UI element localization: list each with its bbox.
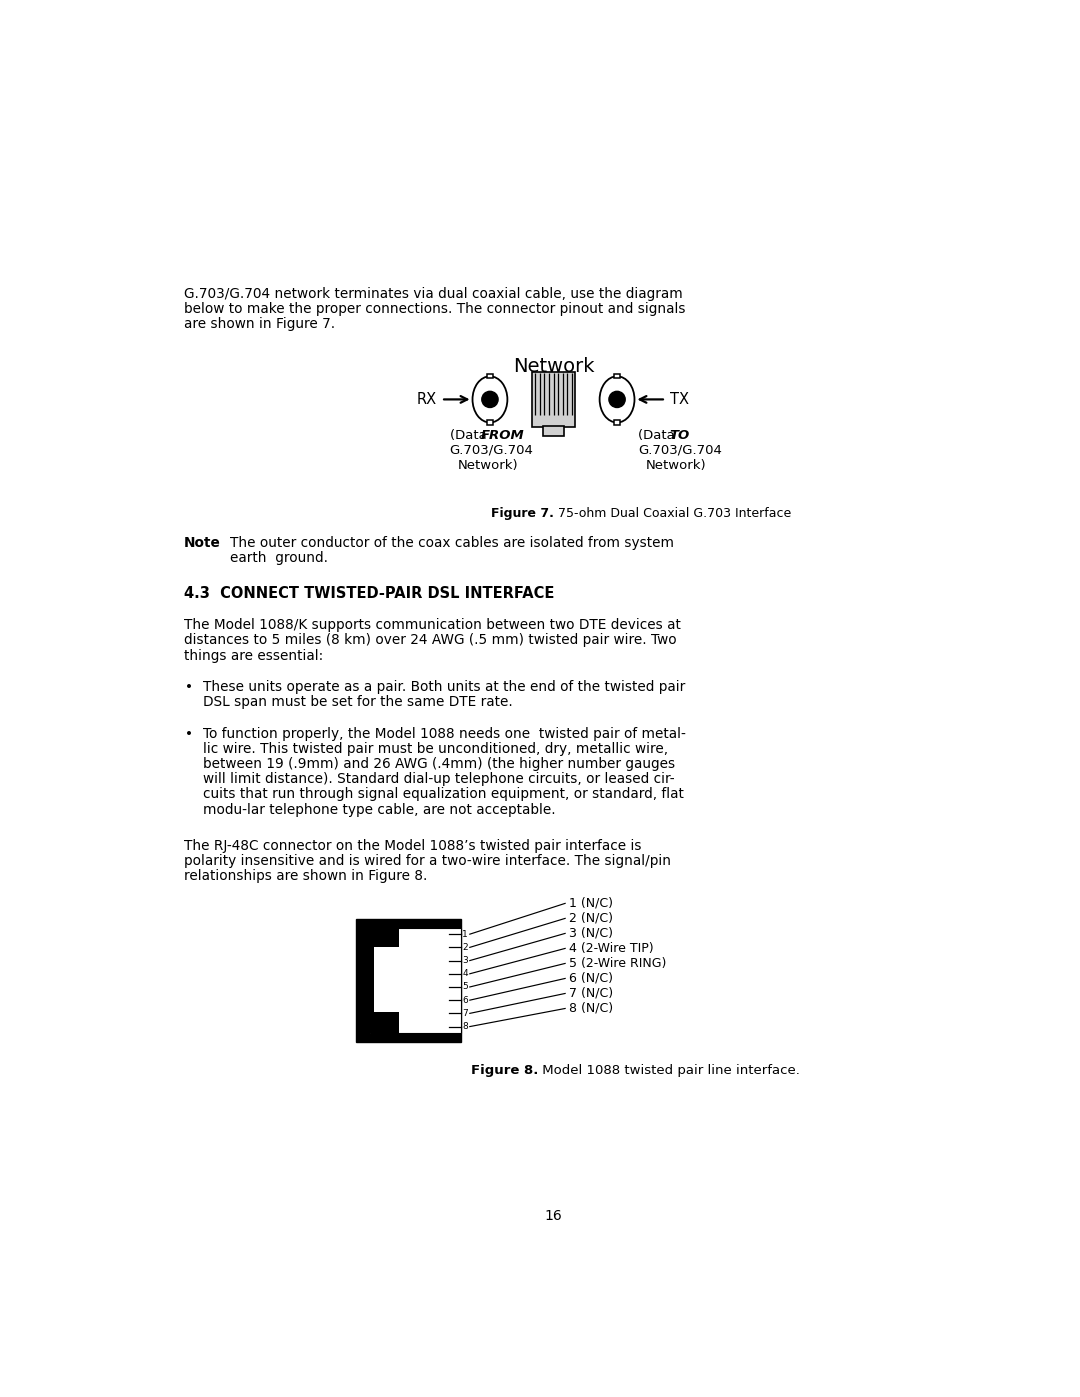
Text: Model 1088 twisted pair line interface.: Model 1088 twisted pair line interface. — [538, 1063, 800, 1077]
Text: G.703/G.704 network terminates via dual coaxial cable, use the diagram: G.703/G.704 network terminates via dual … — [184, 286, 683, 300]
Text: To function properly, the Model 1088 needs one  twisted pair of metal-: To function properly, the Model 1088 nee… — [203, 728, 686, 742]
Text: (Data: (Data — [449, 429, 490, 441]
Text: Network: Network — [513, 358, 594, 376]
Text: 16: 16 — [544, 1208, 563, 1222]
Text: TX: TX — [670, 393, 689, 407]
Text: polarity insensitive and is wired for a two-wire interface. The signal/pin: polarity insensitive and is wired for a … — [184, 854, 671, 868]
Text: below to make the proper connections. The connector pinout and signals: below to make the proper connections. Th… — [184, 302, 686, 316]
Text: 7: 7 — [462, 1009, 469, 1018]
Text: 2: 2 — [462, 943, 468, 951]
Text: Network): Network) — [458, 458, 518, 472]
Text: 1: 1 — [462, 929, 469, 939]
Text: Figure 8.: Figure 8. — [471, 1063, 538, 1077]
Bar — [369, 928, 460, 1032]
Text: 8: 8 — [462, 1023, 469, 1031]
Text: G.703/G.704: G.703/G.704 — [449, 444, 534, 457]
Text: TO: TO — [669, 429, 689, 441]
Text: will limit distance). Standard dial-up telephone circuits, or leased cir-: will limit distance). Standard dial-up t… — [203, 773, 675, 787]
Text: 4.3  CONNECT TWISTED-PAIR DSL INTERFACE: 4.3 CONNECT TWISTED-PAIR DSL INTERFACE — [184, 587, 554, 601]
Text: earth  ground.: earth ground. — [230, 552, 328, 566]
Text: The outer conductor of the coax cables are isolated from system: The outer conductor of the coax cables a… — [230, 536, 674, 550]
Bar — [369, 947, 374, 1011]
Text: modu-lar telephone type cable, are not acceptable.: modu-lar telephone type cable, are not a… — [203, 802, 556, 816]
Text: are shown in Figure 7.: are shown in Figure 7. — [184, 317, 335, 331]
Text: things are essential:: things are essential: — [184, 648, 323, 662]
Text: 1 (N/C): 1 (N/C) — [569, 897, 613, 909]
Bar — [613, 374, 620, 379]
Text: Figure 7.: Figure 7. — [490, 507, 554, 520]
Bar — [369, 928, 400, 947]
Text: •: • — [186, 680, 193, 694]
Text: 6 (N/C): 6 (N/C) — [569, 972, 613, 985]
Text: 3 (N/C): 3 (N/C) — [569, 926, 613, 940]
Text: DSL span must be set for the same DTE rate.: DSL span must be set for the same DTE ra… — [203, 696, 513, 710]
Text: (Data: (Data — [638, 429, 679, 441]
Text: 6: 6 — [462, 996, 469, 1004]
Text: relationships are shown in Figure 8.: relationships are shown in Figure 8. — [184, 869, 428, 883]
Ellipse shape — [599, 376, 634, 422]
Text: RX: RX — [417, 393, 437, 407]
Text: Note: Note — [184, 536, 220, 550]
Text: 4: 4 — [462, 970, 468, 978]
Ellipse shape — [473, 376, 508, 422]
Text: 75-ohm Dual Coaxial G.703 Interface: 75-ohm Dual Coaxial G.703 Interface — [554, 507, 791, 520]
Text: distances to 5 miles (8 km) over 24 AWG (.5 mm) twisted pair wire. Two: distances to 5 miles (8 km) over 24 AWG … — [184, 633, 676, 647]
Text: The Model 1088/K supports communication between two DTE devices at: The Model 1088/K supports communication … — [184, 619, 680, 633]
Bar — [487, 420, 494, 425]
Text: These units operate as a pair. Both units at the end of the twisted pair: These units operate as a pair. Both unit… — [203, 680, 686, 694]
Text: between 19 (.9mm) and 26 AWG (.4mm) (the higher number gauges: between 19 (.9mm) and 26 AWG (.4mm) (the… — [203, 757, 675, 771]
Text: 8 (N/C): 8 (N/C) — [569, 1002, 613, 1016]
Text: 7 (N/C): 7 (N/C) — [569, 986, 613, 1000]
Circle shape — [482, 391, 498, 408]
Text: 3: 3 — [462, 956, 469, 965]
Bar — [532, 372, 575, 427]
Text: G.703/G.704: G.703/G.704 — [638, 444, 721, 457]
Bar — [369, 1011, 400, 1032]
Bar — [356, 919, 460, 1042]
Text: FROM: FROM — [481, 429, 524, 441]
Text: lic wire. This twisted pair must be unconditioned, dry, metallic wire,: lic wire. This twisted pair must be unco… — [203, 742, 669, 756]
Text: 5 (2-Wire RING): 5 (2-Wire RING) — [569, 957, 666, 970]
Bar — [543, 426, 564, 436]
Text: The RJ-48C connector on the Model 1088’s twisted pair interface is: The RJ-48C connector on the Model 1088’s… — [184, 840, 642, 854]
Text: 5: 5 — [462, 982, 469, 992]
Bar — [487, 374, 494, 379]
Text: cuits that run through signal equalization equipment, or standard, flat: cuits that run through signal equalizati… — [203, 788, 684, 802]
Circle shape — [609, 391, 625, 408]
Bar — [613, 420, 620, 425]
Text: •: • — [186, 728, 193, 742]
Text: 2 (N/C): 2 (N/C) — [569, 912, 613, 925]
Text: Network): Network) — [646, 458, 706, 472]
Text: 4 (2-Wire TIP): 4 (2-Wire TIP) — [569, 942, 653, 956]
